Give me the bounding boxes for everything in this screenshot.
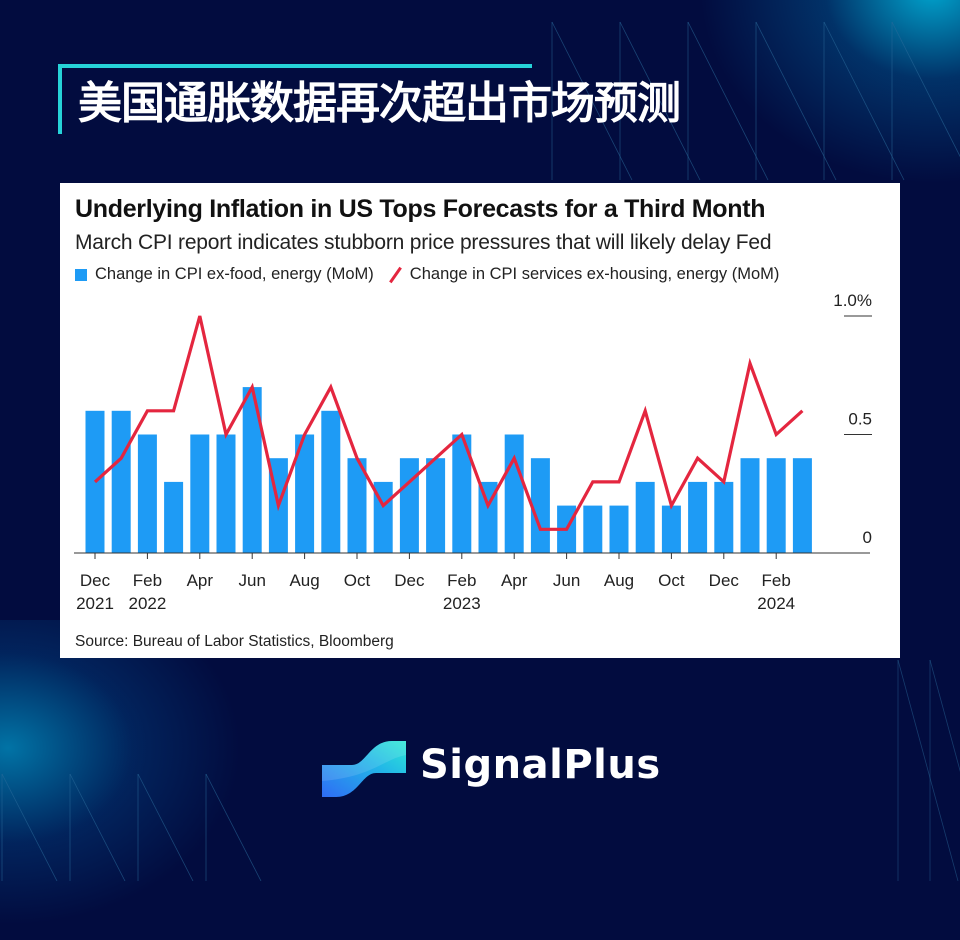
chart-bar [137,434,157,553]
chart-card: Underlying Inflation in US Tops Forecast… [60,183,900,658]
chart-bar [190,434,210,553]
legend-line-label: Change in CPI services ex-housing, energ… [409,265,780,283]
brand-name: SignalPlus [420,742,661,788]
bg-diagonal-line [69,773,126,881]
signalplus-logo-icon [322,741,406,797]
chart-bar [530,458,550,553]
page-title: 美国通胀数据再次超出市场预测 [78,78,681,129]
bg-diagonal-line [755,21,837,181]
chart-plot-area: Dec 2021 Feb 2022 Apr Jun Aug Oct Dec Feb 2023 Apr J… [74,291,872,613]
chart-bar [426,458,446,553]
background-glow-top-right [680,0,960,200]
chart-bar [399,458,419,553]
y-axis-label: 0 [863,528,872,547]
chart-bar [321,410,341,553]
x-axis-month-label: Jun [553,571,580,590]
chart-bar [740,458,760,553]
bg-diagonal-line [1,773,58,881]
chart-bar [111,410,131,553]
chart-bar [766,458,786,553]
x-axis-month-label: Feb [133,571,162,590]
bg-diagonal-line [551,21,633,181]
chart-bar [661,505,681,553]
bg-diagonal-line [929,659,960,773]
chart-bar [792,458,812,553]
y-axis-label: 1.0% [833,291,872,310]
chart-bar [216,434,236,553]
x-axis-month-label: Dec [709,571,740,590]
x-axis-month-label: Dec [80,571,111,590]
bg-diagonal-line [619,21,701,181]
bg-diagonal-line [897,659,959,881]
chart-subtitle: March CPI report indicates stubborn pric… [75,231,772,254]
x-axis-month-label: Oct [344,571,371,590]
x-axis-month-label: Aug [289,571,319,590]
chart-line [93,315,804,531]
y-axis-label: 0.5 [848,410,872,429]
legend-bar-swatch-icon [75,268,87,281]
bg-diagonal-line [823,21,905,181]
chart-bar [635,481,655,553]
chart-bar [347,458,367,553]
background-diagonal-lines [1,21,960,881]
chart-title: Underlying Inflation in US Tops Forecast… [75,195,766,223]
chart-source: Source: Bureau of Labor Statistics, Bloo… [75,633,394,650]
chart-bar [295,434,315,553]
chart-legend: Change in CPI ex-food, energy (MoM) Chan… [75,265,779,284]
x-axis-month-label: Apr [501,571,528,590]
chart-bar [452,434,472,553]
x-axis-month-label: Dec [394,571,425,590]
x-axis-year-label: 2023 [443,594,481,613]
chart-bar [609,505,629,553]
bg-diagonal-line [205,773,262,881]
x-axis-month-label: Aug [604,571,634,590]
x-axis-month-label: Feb [447,571,476,590]
x-axis-year-label: 2022 [128,594,166,613]
title-accent-frame [58,64,532,134]
bg-diagonal-line [891,21,960,158]
x-axis-year-label: 2024 [757,594,795,613]
chart-bar [714,481,734,553]
x-axis-month-label: Apr [187,571,214,590]
bg-diagonal-line [137,773,194,881]
x-axis-month-label: Oct [658,571,685,590]
x-axis-year-label: 2021 [76,594,114,613]
bg-diagonal-line [687,21,769,181]
legend-bar-label: Change in CPI ex-food, energy (MoM) [95,265,374,283]
chart-bar [504,434,524,553]
chart-bar [688,481,708,553]
chart-bar [242,387,262,553]
x-axis-month-label: Feb [762,571,791,590]
chart-bar [164,481,184,553]
chart-bar [583,505,603,553]
x-axis-month-label: Jun [238,571,265,590]
